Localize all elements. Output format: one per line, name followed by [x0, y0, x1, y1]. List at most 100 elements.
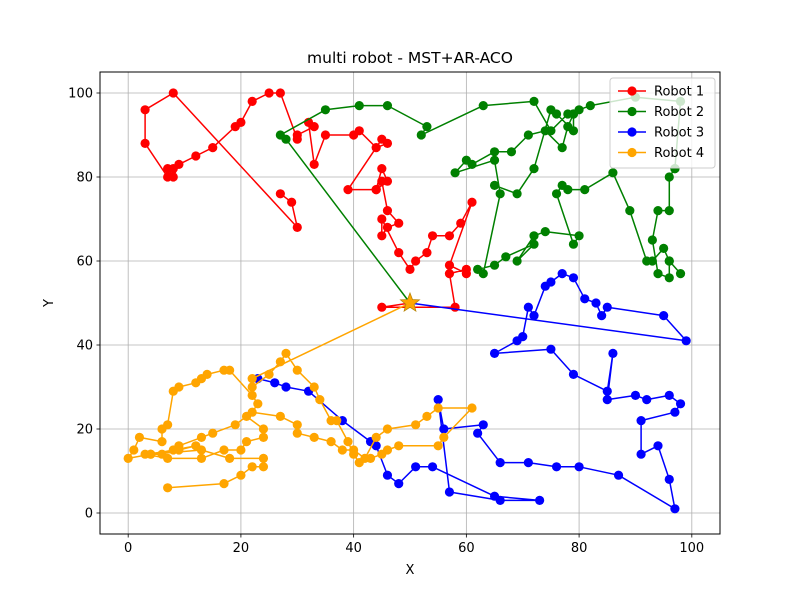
robot-4-waypoint	[219, 479, 229, 489]
robot-1-waypoint	[264, 88, 274, 98]
robot-4-waypoint	[275, 357, 285, 367]
robot-3-waypoint	[636, 416, 646, 426]
robot-3-waypoint	[664, 474, 674, 484]
robot-1-waypoint	[382, 176, 393, 186]
y-tick-label: 0	[85, 507, 93, 522]
robot-4-waypoint	[292, 428, 302, 438]
robot-1-waypoint	[371, 185, 381, 195]
robot-2-waypoint	[580, 185, 590, 195]
robot-1-waypoint	[163, 172, 173, 182]
x-axis-title: X	[406, 563, 415, 578]
robot-3-waypoint	[382, 470, 393, 480]
robot-3-waypoint	[394, 479, 404, 489]
robot-4-waypoint	[394, 441, 404, 451]
robot-1-series	[140, 88, 477, 312]
robot-3-waypoint	[427, 462, 438, 472]
robot-4-waypoint	[411, 420, 421, 430]
robot-3-waypoint	[489, 348, 500, 358]
robot-4-waypoint	[292, 420, 302, 430]
robot-4-waypoint	[258, 432, 269, 442]
legend-label: Robot 3	[654, 126, 704, 141]
legend-item: Robot 3	[618, 126, 704, 141]
robot-4-waypoint	[281, 348, 291, 358]
robot-2-waypoint	[489, 147, 500, 157]
robot-2-waypoint	[574, 231, 584, 241]
robot-1-waypoint	[456, 218, 466, 228]
robot-4-waypoint	[360, 453, 370, 463]
robot-2-waypoint	[506, 147, 517, 157]
legend-swatch-marker	[627, 86, 637, 96]
robot-4-waypoint	[258, 424, 269, 434]
robot-3-waypoint	[613, 470, 624, 480]
robot-1-waypoint	[377, 231, 387, 241]
robot-2-waypoint	[523, 130, 533, 140]
robot-1-waypoint	[191, 151, 201, 161]
robot-2-waypoint	[478, 101, 488, 111]
robot-4-waypoint	[433, 441, 443, 451]
robot-1-waypoint	[309, 122, 319, 132]
robot-4-waypoint	[292, 365, 302, 375]
robot-4-waypoint	[196, 445, 207, 455]
robot-3-waypoint	[568, 273, 579, 283]
robot-1-waypoint	[444, 231, 455, 241]
legend-label: Robot 4	[654, 146, 704, 161]
robot-4-waypoint	[134, 432, 145, 442]
robot-3-waypoint	[495, 458, 505, 468]
robot-3-waypoint	[574, 462, 584, 472]
robot-4-waypoint	[275, 411, 285, 421]
robot-2-waypoint	[568, 126, 579, 136]
robot-1-waypoint	[394, 248, 404, 258]
robot-3-waypoint	[653, 441, 663, 451]
robot-4-waypoint	[241, 437, 252, 447]
robot-4-waypoint	[219, 365, 229, 375]
robot-4-waypoint	[196, 453, 207, 463]
robot-4-waypoint	[247, 462, 257, 472]
robot-1-waypoint	[247, 96, 257, 106]
robot-3-waypoint	[630, 390, 641, 400]
robot-1-waypoint	[377, 164, 387, 174]
robot-3-waypoint	[602, 302, 612, 312]
robot-3-waypoint	[523, 302, 533, 312]
robot-2-waypoint	[529, 96, 539, 106]
robot-1-waypoint	[292, 134, 302, 144]
robot-3-waypoint	[444, 487, 455, 497]
robot-1-waypoint	[292, 222, 302, 232]
robot-3-waypoint	[642, 395, 652, 405]
robot-2-waypoint	[489, 260, 500, 270]
robot-1-waypoint	[377, 214, 387, 224]
robot-3-waypoint	[580, 294, 590, 304]
robot-1-waypoint	[411, 256, 421, 266]
robot-1-waypoint	[275, 88, 285, 98]
x-tick-label: 80	[571, 541, 588, 556]
robot-3-waypoint	[659, 311, 669, 321]
robot-3-waypoint	[489, 491, 500, 501]
depot-star-icon	[399, 291, 421, 312]
y-tick-label: 100	[68, 87, 93, 102]
robot-2-waypoint	[489, 180, 500, 190]
robot-2-waypoint	[489, 155, 500, 165]
robot-3-waypoint	[535, 495, 545, 505]
robot-2-waypoint	[664, 172, 674, 182]
robot-2-waypoint	[568, 239, 579, 249]
robot-1-waypoint	[168, 164, 178, 174]
robot-2-waypoint	[664, 206, 674, 216]
robot-3-waypoint	[540, 281, 550, 291]
robot-4-waypoint	[326, 437, 336, 447]
plot-frame	[99, 71, 721, 535]
robot-4-waypoint	[236, 445, 246, 455]
robot-4-waypoint	[225, 453, 235, 463]
robot-4-waypoint	[433, 403, 443, 413]
robot-2-waypoint	[320, 105, 331, 115]
robot-1-waypoint	[349, 130, 359, 140]
legend-item: Robot 2	[618, 105, 704, 120]
robot-1-waypoint	[461, 269, 471, 279]
robot-2-waypoint	[512, 189, 522, 199]
robot-4-waypoint	[230, 420, 240, 430]
robot-3-waypoint	[670, 407, 680, 417]
robot-4-waypoint	[247, 390, 257, 400]
robot-3-waypoint	[557, 269, 567, 279]
robot-1-waypoint	[140, 138, 150, 148]
robot-4-waypoint	[163, 483, 173, 493]
y-tick-label: 40	[76, 339, 93, 354]
chart-title: multi robot - MST+AR-ACO	[307, 49, 513, 67]
